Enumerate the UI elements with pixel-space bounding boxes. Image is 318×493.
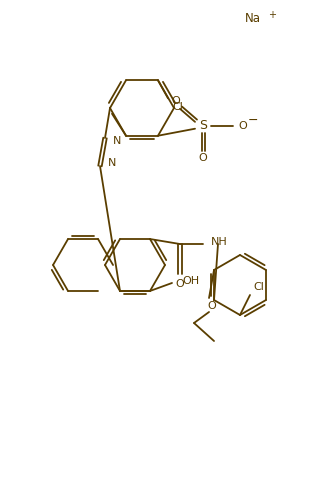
Text: +: + [268,10,276,20]
Text: −: − [248,114,258,127]
Text: O: O [172,96,180,106]
Text: N: N [108,158,116,168]
Text: Cl: Cl [253,282,264,292]
Text: OH: OH [182,276,199,286]
Text: O: O [238,121,247,131]
Text: Cl: Cl [172,102,183,112]
Text: O: O [176,279,184,289]
Text: Na: Na [245,11,261,25]
Text: N: N [113,136,121,146]
Text: S: S [199,119,207,132]
Text: O: O [208,301,216,311]
Text: NH: NH [211,237,228,247]
Text: O: O [199,153,207,163]
